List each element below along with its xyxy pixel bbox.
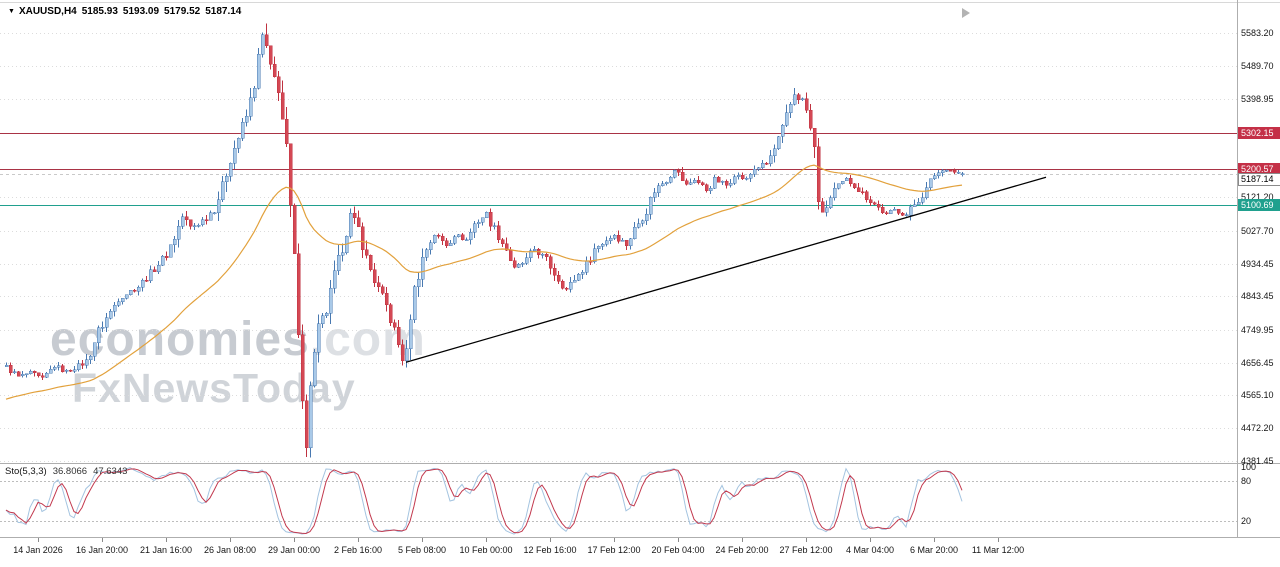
price-axis-label: 4381.45 [1241,456,1274,466]
time-axis-label: 29 Jan 00:00 [267,545,321,555]
time-axis-label: 24 Feb 20:00 [715,545,769,555]
price-axis-label: 5027.70 [1241,226,1274,236]
watermark: economies.com FxNewsToday [50,314,426,411]
price-axis-label: 5583.20 [1241,28,1274,38]
ascending-trendline[interactable] [405,176,1047,363]
chart-indicator-divider[interactable] [0,463,1280,464]
close-value: 5187.14 [205,6,242,17]
indicator-axis: 100 80 20 [1237,462,1280,537]
time-axis-label: 6 Mar 20:00 [909,545,959,555]
time-tick [742,538,743,542]
time-axis-label: 2 Feb 16:00 [333,545,383,555]
time-tick [550,538,551,542]
time-tick [230,538,231,542]
time-axis-label: 14 Jan 2026 [13,545,63,555]
time-tick [294,538,295,542]
stochastic-svg [0,466,1237,535]
time-axis-label: 4 Mar 04:00 [845,545,895,555]
price-axis-label: 4565.10 [1241,390,1274,400]
symbol-dropdown-icon[interactable]: ▼ [8,8,15,15]
time-tick [678,538,679,542]
moving-average-line [5,164,963,400]
high-value: 5193.09 [122,6,160,17]
price-level-tag[interactable]: 5100.69 [1238,199,1280,211]
time-axis-label: 16 Jan 20:00 [75,545,129,555]
price-level-tag[interactable]: 5302.15 [1238,127,1280,139]
sto-signal-line [5,468,963,535]
price-axis-label: 4843.45 [1241,291,1274,301]
time-tick [358,538,359,542]
time-tick [870,538,871,542]
price-axis-label: 5398.95 [1241,94,1274,104]
price-axis[interactable]: 5583.20 5489.70 5398.95 5121.20 5027.70 4934.… [1237,0,1280,466]
time-axis-label: 10 Feb 00:00 [459,545,513,555]
time-tick [422,538,423,542]
low-value: 5179.52 [164,6,201,17]
indicator-timeaxis-divider [0,537,1280,538]
price-axis-label: 4934.45 [1241,259,1274,269]
time-tick [166,538,167,542]
time-tick [998,538,999,542]
time-axis-label: 17 Feb 12:00 [587,545,641,555]
time-axis-label: 20 Feb 04:00 [651,545,705,555]
price-level-tag[interactable]: 5200.57 [1238,163,1280,175]
price-axis-label: 4656.45 [1241,358,1274,368]
time-tick [486,538,487,542]
price-axis-label: 5121.20 [1241,192,1274,202]
time-tick [102,538,103,542]
sto-axis-label: 100 [1241,462,1257,472]
symbol-period: XAUUSD,H4 [18,6,77,17]
current-price-tag: 5187.14 [1238,173,1280,186]
sto-axis-label: 20 [1241,516,1252,526]
time-axis-label: 21 Jan 16:00 [139,545,193,555]
open-value: 5185.93 [81,6,118,17]
time-tick [934,538,935,542]
sto-main-line [5,466,963,535]
indicator-k-value: 36.8066 [52,466,88,477]
time-axis-label: 26 Jan 08:00 [203,545,257,555]
price-axis-label: 4472.20 [1241,423,1274,433]
ohlc-header: ▼ XAUUSD,H4 5185.93 5193.09 5179.52 5187.14 [8,6,246,17]
price-axis-label: 5489.70 [1241,61,1274,71]
time-axis-label: 12 Feb 16:00 [523,545,577,555]
indicator-name: Sto(5,3,3) [5,466,47,477]
indicator-label: Sto(5,3,3) 36.8066 47.6343 [5,466,127,477]
time-axis[interactable]: 14 Jan 2026 16 Jan 20:00 21 Jan 16:00 26 Ja… [0,538,1280,567]
time-axis-label: 11 Mar 12:00 [971,545,1025,555]
price-axis-separator [1237,0,1238,537]
window-top-border [0,2,1280,3]
price-axis-label: 4749.95 [1241,325,1274,335]
price-chart-svg[interactable] [0,0,1237,463]
chart-shift-icon[interactable] [962,8,970,18]
sto-axis-label: 80 [1241,476,1252,486]
candles-series [4,23,965,458]
time-tick [806,538,807,542]
time-tick [38,538,39,542]
time-axis-label: 5 Feb 08:00 [397,545,447,555]
time-tick [614,538,615,542]
time-axis-label: 27 Feb 12:00 [779,545,833,555]
indicator-d-value: 47.6343 [93,466,128,477]
